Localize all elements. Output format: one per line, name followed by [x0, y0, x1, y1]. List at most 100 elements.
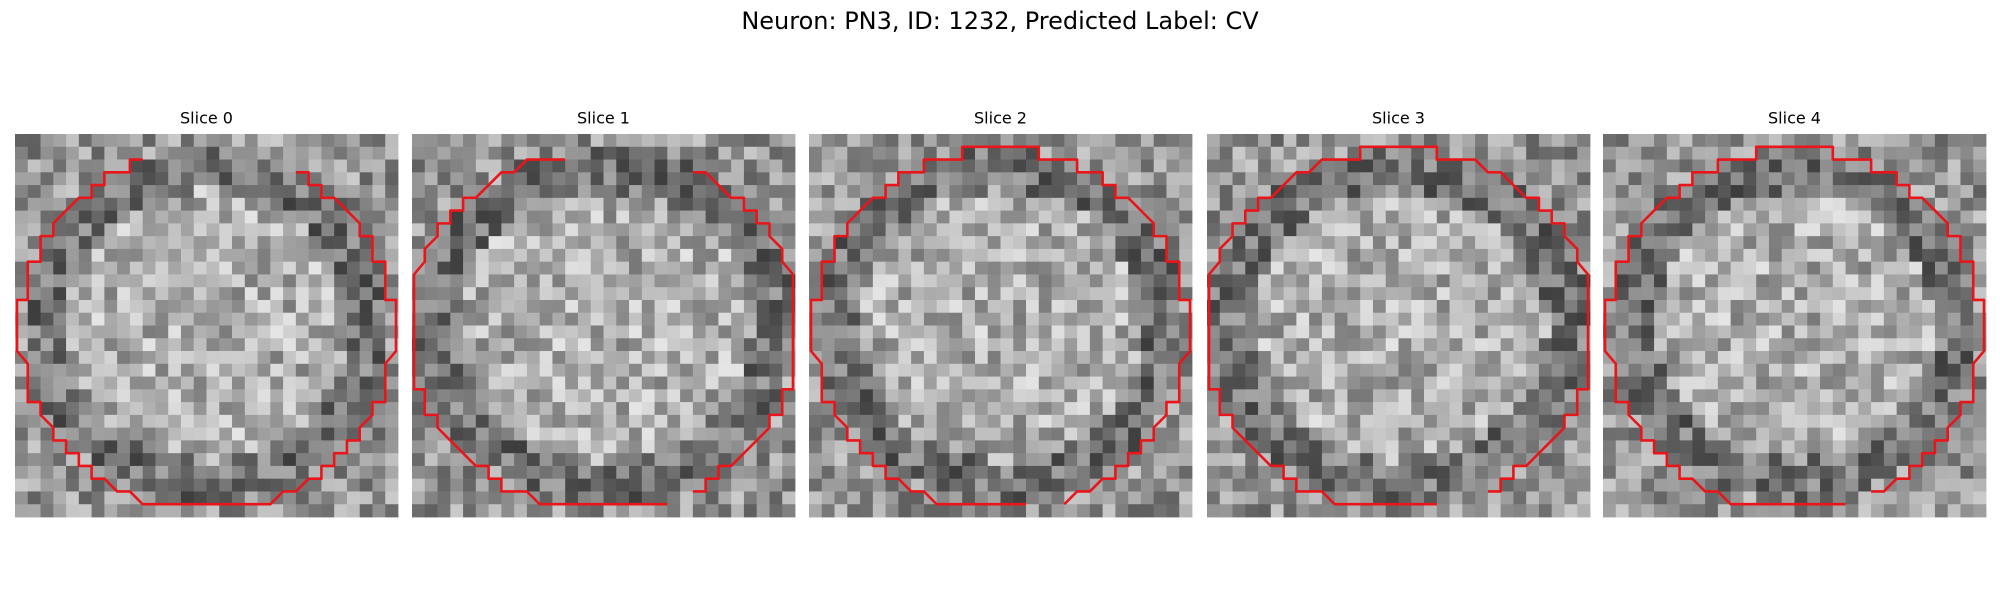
- pixel: [577, 402, 592, 416]
- pixel: [1207, 210, 1221, 224]
- pixel: [193, 274, 207, 288]
- pixel: [501, 478, 515, 492]
- pixel: [1334, 223, 1348, 237]
- pixel: [949, 299, 963, 314]
- pixel: [872, 453, 886, 467]
- pixel: [616, 491, 630, 505]
- pixel: [898, 287, 912, 301]
- pixel: [731, 185, 745, 199]
- pixel: [283, 134, 297, 148]
- pixel: [769, 299, 783, 314]
- pixel: [155, 248, 169, 263]
- pixel: [385, 453, 399, 467]
- pixel: [321, 287, 335, 301]
- pixel: [1077, 338, 1091, 352]
- pixel: [66, 504, 80, 518]
- pixel: [1717, 325, 1732, 339]
- pixel: [514, 338, 528, 352]
- pixel: [860, 236, 874, 250]
- pixel: [66, 414, 80, 429]
- pixel: [1768, 134, 1783, 148]
- pixel: [705, 185, 719, 199]
- pixel: [334, 159, 348, 173]
- pixel: [1768, 402, 1783, 416]
- pixel: [616, 478, 630, 492]
- pixel: [987, 453, 1001, 467]
- pixel: [577, 363, 592, 377]
- pixel: [308, 338, 322, 352]
- pixel: [1883, 402, 1898, 416]
- pixel: [641, 504, 655, 518]
- pixel: [1934, 440, 1949, 454]
- pixel: [705, 299, 719, 314]
- pixel: [437, 185, 451, 199]
- pixel: [552, 287, 566, 301]
- pixel: [987, 146, 1001, 160]
- pixel: [1372, 248, 1387, 263]
- pixel: [1089, 312, 1104, 326]
- pixel: [987, 504, 1001, 518]
- pixel: [1347, 172, 1361, 186]
- pixel: [1385, 299, 1399, 314]
- pixel: [117, 478, 131, 492]
- pixel: [1896, 325, 1910, 339]
- pixel: [1372, 389, 1387, 403]
- pixel: [1385, 248, 1399, 263]
- pixel: [412, 491, 426, 505]
- pixel: [1296, 338, 1310, 352]
- pixel: [66, 338, 80, 352]
- pixel: [104, 491, 118, 505]
- pixel: [1883, 274, 1898, 288]
- pixel: [590, 427, 604, 441]
- pixel: [847, 248, 861, 263]
- pixel: [1858, 491, 1872, 505]
- pixel: [590, 491, 604, 505]
- pixel: [475, 478, 489, 492]
- pixel: [501, 159, 515, 173]
- pixel: [1909, 312, 1923, 326]
- pixel: [1270, 414, 1284, 429]
- pixel: [117, 376, 131, 390]
- pixel: [1153, 312, 1167, 326]
- pixel: [334, 299, 348, 314]
- pixel: [603, 363, 617, 377]
- pixel: [1398, 312, 1412, 326]
- pixel: [974, 299, 989, 314]
- pixel: [654, 185, 668, 199]
- pixel: [692, 351, 707, 365]
- pixel: [1270, 465, 1284, 480]
- pixel: [1705, 223, 1719, 237]
- pixel: [1934, 223, 1949, 237]
- pixel: [1820, 351, 1834, 365]
- pixel: [1692, 312, 1706, 326]
- pixel: [1603, 172, 1617, 186]
- pixel: [1768, 299, 1783, 314]
- pixel: [860, 351, 874, 365]
- pixel: [923, 389, 938, 403]
- pixel: [974, 351, 989, 365]
- pixel: [590, 159, 604, 173]
- pixel: [142, 465, 156, 480]
- pixel: [1909, 134, 1923, 148]
- pixel: [1871, 414, 1885, 429]
- pixel: [1128, 338, 1142, 352]
- pixel: [117, 427, 131, 441]
- pixel: [1730, 504, 1744, 518]
- pixel: [860, 261, 874, 275]
- pixel: [860, 402, 874, 416]
- pixel: [1845, 453, 1859, 467]
- pixel: [1679, 325, 1693, 339]
- pixel: [1807, 338, 1821, 352]
- pixel: [1270, 491, 1284, 505]
- pixel: [1768, 465, 1783, 480]
- pixel: [1832, 389, 1846, 403]
- pixel: [193, 440, 207, 454]
- pixel: [1679, 248, 1693, 263]
- pixel: [769, 351, 783, 365]
- pixel: [270, 172, 284, 186]
- pixel: [667, 389, 681, 403]
- pixel: [295, 363, 310, 377]
- pixel: [974, 274, 989, 288]
- pixel: [1398, 274, 1412, 288]
- pixel: [1064, 504, 1078, 518]
